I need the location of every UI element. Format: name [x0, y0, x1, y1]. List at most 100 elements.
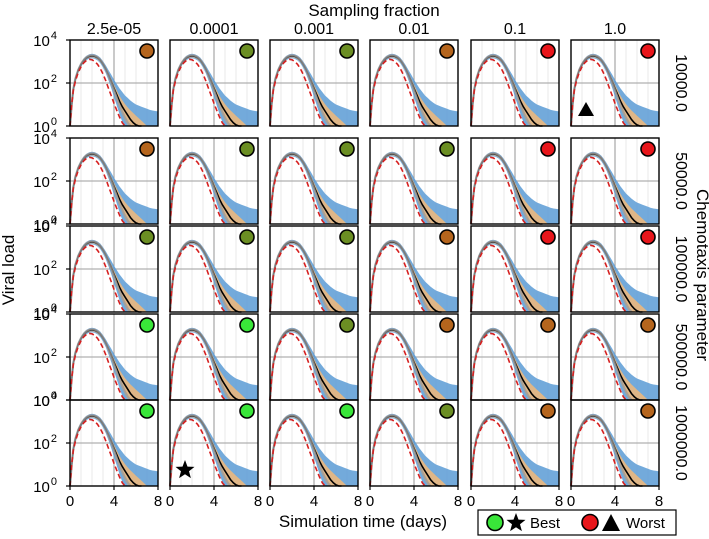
- series-line: [470, 58, 527, 127]
- confidence-band: [471, 328, 548, 400]
- series-line: [569, 54, 633, 127]
- x-tick-label: 4: [210, 493, 218, 510]
- confidence-band: [571, 328, 648, 400]
- y-tick-label: 104: [33, 390, 57, 410]
- x-tick-label: 8: [354, 493, 362, 510]
- series-line: [268, 152, 332, 225]
- series-line: [368, 240, 432, 313]
- series-line: [470, 156, 527, 225]
- series-line: [69, 244, 126, 313]
- status-indicator: [540, 43, 556, 59]
- x-tick-label: 4: [410, 493, 418, 510]
- y-tick-exponent: 2: [51, 433, 57, 445]
- series-line: [369, 58, 426, 127]
- y-tick-base: 10: [33, 131, 50, 148]
- y-tick-base: 10: [33, 393, 50, 410]
- legend-best-circle: [486, 513, 504, 532]
- x-tick-label: 8: [655, 493, 663, 510]
- panel-frame: [269, 137, 359, 225]
- status-indicator: [139, 403, 155, 419]
- panel-grid: 1001021041001021041001021041001021041001…: [33, 30, 663, 510]
- status-indicator: [640, 229, 656, 245]
- confidence-band: [170, 328, 247, 400]
- confidence-band: [70, 54, 147, 126]
- x-tick-label: 0: [366, 493, 374, 510]
- x-tick-label: 0: [266, 493, 274, 510]
- subplot-panel: [569, 225, 660, 313]
- y-tick-label: 100: [33, 390, 57, 410]
- status-indicator: [339, 43, 355, 59]
- confidence-band: [270, 240, 347, 312]
- panel-frame: [470, 39, 560, 127]
- status-indicator: [640, 43, 656, 59]
- subplot-panel: [368, 313, 459, 401]
- confidence-band: [270, 152, 347, 224]
- confidence-band: [370, 328, 447, 400]
- y-tick-exponent: 4: [51, 390, 57, 402]
- legend-best-star: [506, 513, 526, 532]
- confidence-band: [471, 414, 548, 486]
- panel-frame: [369, 225, 459, 313]
- y-tick-label: 104: [33, 304, 57, 324]
- y-tick-exponent: 4: [51, 216, 57, 228]
- subplot-panel: [368, 225, 459, 313]
- status-indicator: [139, 141, 155, 157]
- confidence-band: [170, 54, 247, 126]
- series-line: [68, 328, 132, 401]
- status-indicator: [439, 403, 455, 419]
- panel-frame: [470, 225, 560, 313]
- y-tick-base: 10: [33, 350, 50, 367]
- subplot-panel: [368, 137, 459, 225]
- confidence-band: [70, 152, 147, 224]
- y-tick-label: 100: [33, 214, 57, 234]
- series-line: [469, 152, 533, 225]
- y-tick-exponent: 4: [51, 304, 57, 316]
- status-indicator: [339, 229, 355, 245]
- subplot-panel: [168, 39, 259, 127]
- panel-frame: [369, 137, 459, 225]
- y-tick-base: 10: [33, 305, 50, 322]
- column-label: 2.5e-05: [87, 21, 141, 38]
- status-indicator: [540, 403, 556, 419]
- legend-worst-circle: [581, 513, 599, 532]
- y-tick-exponent: 0: [51, 476, 57, 488]
- status-indicator: [339, 317, 355, 333]
- status-indicator: [239, 317, 255, 333]
- series-line: [569, 240, 633, 313]
- column-label: 0.1: [504, 21, 526, 38]
- confidence-band: [70, 240, 147, 312]
- status-indicator: [540, 229, 556, 245]
- series-line: [369, 418, 426, 487]
- series-line: [168, 414, 232, 487]
- series-line: [69, 332, 126, 401]
- confidence-band: [70, 328, 147, 400]
- confidence-band: [571, 414, 648, 486]
- panel-frame: [269, 39, 359, 127]
- panel-frame: [570, 39, 660, 127]
- series-line: [269, 156, 326, 225]
- series-line: [368, 54, 432, 127]
- y-tick-exponent: 4: [51, 128, 57, 140]
- confidence-band: [270, 414, 347, 486]
- y-tick-exponent: 0: [51, 390, 57, 402]
- confidence-band: [370, 240, 447, 312]
- subplot-panel: [268, 313, 359, 401]
- panel-frame: [369, 39, 459, 127]
- series-line: [569, 152, 633, 225]
- subplot-panel: [268, 137, 359, 225]
- confidence-band: [370, 54, 447, 126]
- series-line: [168, 240, 232, 313]
- subplot-panel: [569, 313, 660, 401]
- series-line: [168, 328, 232, 401]
- status-indicator: [239, 43, 255, 59]
- y-tick-label: 102: [33, 73, 57, 93]
- series-line: [268, 54, 332, 127]
- panel-frame: [169, 225, 259, 313]
- x-axis-label: Simulation time (days): [279, 512, 447, 531]
- series-line: [68, 240, 132, 313]
- column-label: 0.0001: [190, 21, 239, 38]
- subplot-panel: [368, 39, 459, 127]
- series-line: [269, 244, 326, 313]
- y-tick-exponent: 2: [51, 73, 57, 85]
